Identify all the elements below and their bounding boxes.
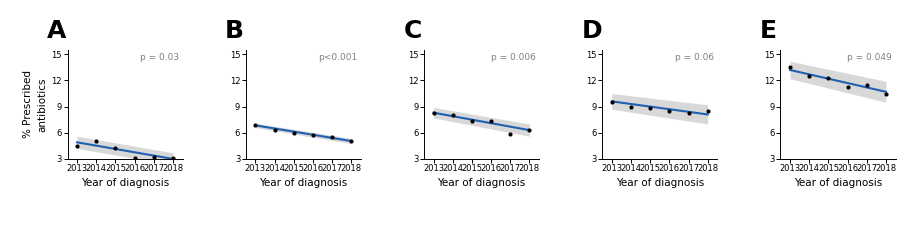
Point (662, 109, 677, 113)
Point (427, 111, 441, 114)
Point (166, 156, 180, 160)
Point (344, 140, 358, 143)
Point (248, 123, 263, 127)
Point (841, 85, 855, 88)
Y-axis label: % Prescribed
antibiotics: % Prescribed antibiotics (23, 70, 48, 138)
Point (267, 128, 282, 132)
Point (286, 131, 301, 135)
Point (860, 83, 874, 87)
Point (821, 76, 835, 80)
X-axis label: Year of diagnosis: Year of diagnosis (81, 178, 169, 188)
Point (70, 144, 85, 148)
Text: p = 0.006: p = 0.006 (491, 53, 536, 62)
Point (681, 111, 696, 114)
Text: p = 0.03: p = 0.03 (140, 53, 179, 62)
Text: p<0.001: p<0.001 (318, 53, 357, 62)
Point (325, 135, 339, 139)
Text: p = 0.049: p = 0.049 (847, 53, 892, 62)
Point (108, 146, 122, 149)
Point (522, 128, 536, 132)
Point (700, 109, 715, 113)
Point (484, 120, 499, 123)
X-axis label: Year of diagnosis: Year of diagnosis (794, 178, 882, 188)
Point (624, 105, 638, 109)
Point (878, 92, 893, 95)
Point (446, 114, 460, 117)
X-axis label: Year of diagnosis: Year of diagnosis (616, 178, 704, 188)
Point (643, 106, 657, 110)
Text: B: B (225, 20, 244, 43)
Point (89, 140, 104, 143)
X-axis label: Year of diagnosis: Year of diagnosis (437, 178, 526, 188)
Point (802, 74, 816, 78)
X-axis label: Year of diagnosis: Year of diagnosis (259, 178, 347, 188)
Text: C: C (403, 20, 422, 43)
Point (503, 133, 517, 136)
Text: A: A (47, 20, 67, 43)
Point (147, 155, 161, 159)
Point (783, 66, 797, 69)
Point (464, 120, 479, 123)
Point (306, 133, 320, 137)
Text: E: E (760, 20, 777, 43)
Point (128, 156, 142, 160)
Point (605, 100, 619, 104)
Text: D: D (581, 20, 602, 43)
Text: p = 0.06: p = 0.06 (675, 53, 714, 62)
